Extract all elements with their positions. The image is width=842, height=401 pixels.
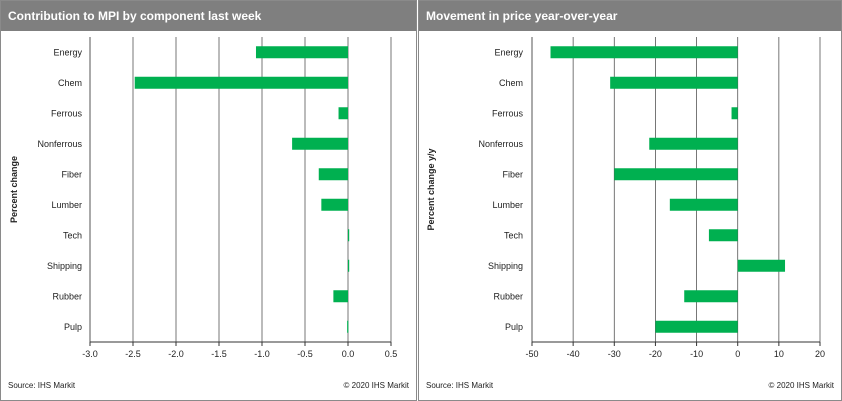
x-tick-label: 10 bbox=[774, 349, 784, 359]
category-label: Chem bbox=[58, 78, 82, 88]
bar-pulp bbox=[655, 320, 738, 333]
x-tick-label: -50 bbox=[525, 349, 538, 359]
category-label: Tech bbox=[504, 230, 523, 240]
category-label: Nonferrous bbox=[478, 139, 523, 149]
x-tick-label: -20 bbox=[649, 349, 662, 359]
bar-lumber bbox=[669, 198, 738, 211]
chart-title: Movement in price year-over-year bbox=[419, 1, 841, 31]
category-label: Rubber bbox=[493, 291, 523, 301]
category-label: Fiber bbox=[502, 169, 523, 179]
copyright-note: © 2020 IHS Markit bbox=[343, 381, 409, 390]
bar-energy bbox=[550, 46, 738, 59]
x-tick-label: -0.5 bbox=[297, 349, 313, 359]
bar-pulp bbox=[347, 320, 349, 333]
bar-tech bbox=[348, 229, 350, 242]
bar-chem bbox=[134, 76, 348, 89]
bar-nonferrous bbox=[649, 137, 738, 150]
chart-panel-left: Contribution to MPI by component last we… bbox=[0, 0, 417, 401]
category-label: Chem bbox=[499, 78, 523, 88]
chart-footer: Source: IHS Markit © 2020 IHS Markit bbox=[8, 381, 409, 393]
bar-fiber bbox=[318, 168, 348, 181]
bar-rubber bbox=[684, 290, 738, 303]
bar-lumber bbox=[321, 198, 348, 211]
category-label: Nonferrous bbox=[37, 139, 82, 149]
bar-chart-yoy: -50 -40 -30 -20 -10 0 10 20 Energy Chem Ferrous Non… bbox=[426, 37, 825, 359]
category-label: Ferrous bbox=[492, 108, 524, 118]
category-label: Shipping bbox=[47, 261, 82, 271]
category-label: Rubber bbox=[52, 291, 82, 301]
bar-shipping bbox=[737, 259, 786, 272]
bar-chem bbox=[610, 76, 738, 89]
bar-shipping bbox=[348, 259, 350, 272]
y-axis-title: Percent change y/y bbox=[426, 148, 436, 230]
x-tick-label: -10 bbox=[690, 349, 703, 359]
category-label: Shipping bbox=[488, 261, 523, 271]
bar-nonferrous bbox=[292, 137, 348, 150]
x-tick-label: 0 bbox=[735, 349, 740, 359]
bar-fiber bbox=[614, 168, 738, 181]
bar-energy bbox=[255, 46, 348, 59]
x-tick-label: 0.5 bbox=[385, 349, 398, 359]
category-label: Lumber bbox=[492, 200, 523, 210]
bar-rubber bbox=[333, 290, 348, 303]
source-note: Source: IHS Markit bbox=[426, 381, 494, 390]
x-tick-label: -40 bbox=[567, 349, 580, 359]
bar-chart-contribution: -3.0 -2.5 -2.0 -1.5 -1.0 -0.5 0.0 0.5 Energy Chem… bbox=[9, 37, 398, 359]
x-tick-label: -1.0 bbox=[254, 349, 270, 359]
category-label: Fiber bbox=[61, 169, 82, 179]
x-tick-label: -30 bbox=[608, 349, 621, 359]
chart-panel-right: Movement in price year-over-year -50 -40-… bbox=[418, 0, 842, 401]
chart-footer: Source: IHS Markit © 2020 IHS Markit bbox=[426, 381, 834, 393]
category-label: Energy bbox=[53, 47, 82, 57]
category-label: Tech bbox=[63, 230, 82, 240]
x-tick-label: 20 bbox=[815, 349, 825, 359]
x-tick-label: -2.0 bbox=[168, 349, 184, 359]
source-note: Source: IHS Markit bbox=[8, 381, 76, 390]
category-label: Ferrous bbox=[51, 108, 83, 118]
bar-ferrous bbox=[338, 107, 348, 120]
category-label: Lumber bbox=[51, 200, 82, 210]
x-tick-label: 0.0 bbox=[342, 349, 355, 359]
x-tick-label: -1.5 bbox=[211, 349, 227, 359]
x-tick-label: -3.0 bbox=[82, 349, 98, 359]
copyright-note: © 2020 IHS Markit bbox=[768, 381, 834, 390]
x-tick-label: -2.5 bbox=[125, 349, 141, 359]
chart-title: Contribution to MPI by component last we… bbox=[1, 1, 416, 31]
category-label: Energy bbox=[494, 47, 523, 57]
category-label: Pulp bbox=[505, 322, 523, 332]
y-axis-title: Percent change bbox=[9, 156, 19, 223]
category-label: Pulp bbox=[64, 322, 82, 332]
bar-ferrous bbox=[731, 107, 738, 120]
bar-tech bbox=[708, 229, 738, 242]
